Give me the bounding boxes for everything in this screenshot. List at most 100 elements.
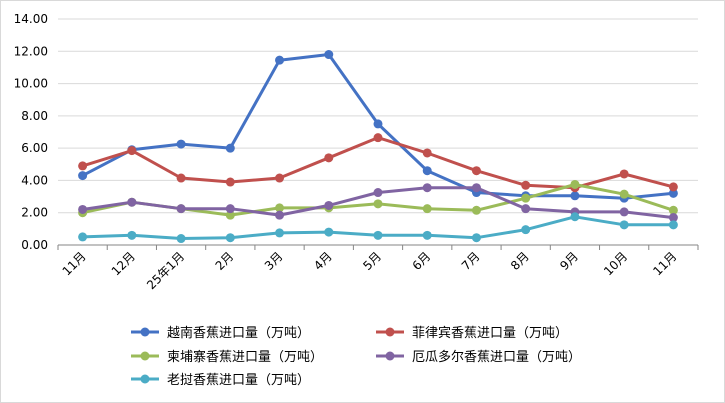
data-point — [225, 210, 235, 220]
legend-item: 柬埔寨香蕉进口量（万吨） — [131, 349, 323, 365]
data-point — [78, 161, 88, 171]
data-point — [570, 212, 580, 222]
legend-label: 菲律宾香蕉进口量（万吨） — [412, 325, 568, 341]
data-point — [570, 191, 580, 201]
data-point — [176, 234, 186, 244]
data-point — [570, 179, 580, 189]
legend-swatch-marker — [140, 351, 150, 361]
legend-swatch-marker — [385, 327, 395, 337]
x-tick-label: 6月 — [410, 249, 434, 273]
data-point — [668, 182, 678, 192]
data-point — [668, 213, 678, 223]
data-point — [275, 228, 285, 238]
legend-label: 越南香蕉进口量（万吨） — [167, 325, 310, 341]
data-point — [422, 230, 432, 240]
data-point — [422, 166, 432, 176]
data-point — [619, 207, 629, 217]
data-point — [176, 204, 186, 214]
series-lines — [78, 50, 678, 244]
data-point — [422, 148, 432, 158]
data-point — [422, 204, 432, 214]
series-4 — [78, 183, 678, 223]
legend-item: 老挝香蕉进口量（万吨） — [131, 373, 310, 388]
y-axis: 0.00 2.00 4.00 6.00 8.00 10.00 12.00 14.00 — [14, 12, 48, 252]
y-tick-label: 0.00 — [21, 238, 48, 252]
x-tick-label: 5月 — [360, 249, 384, 273]
data-point — [225, 143, 235, 153]
x-tick-label: 25年1月 — [144, 249, 187, 292]
data-point — [275, 203, 285, 213]
data-point — [373, 188, 383, 198]
series-3 — [78, 179, 678, 220]
data-point — [521, 225, 531, 235]
y-tick-label: 12.00 — [14, 44, 48, 58]
data-point — [619, 169, 629, 179]
data-point — [225, 233, 235, 243]
data-point — [422, 183, 432, 193]
data-point — [324, 227, 334, 237]
x-tick-label: 11月 — [650, 249, 679, 278]
legend-swatch-marker — [385, 351, 395, 361]
legend-swatch-marker — [140, 374, 150, 384]
x-tick-label: 8月 — [508, 249, 532, 273]
series-1 — [78, 50, 678, 203]
y-tick-label: 10.00 — [14, 77, 48, 91]
data-point — [78, 204, 88, 214]
series-5 — [78, 212, 678, 244]
data-point — [471, 233, 481, 243]
data-point — [619, 220, 629, 230]
x-tick-label: 2月 — [213, 249, 237, 273]
data-point — [324, 50, 334, 60]
x-axis: 11月 12月 25年1月 2月 3月 4月 5月 6月 7月 8月 9月 10月 11月 — [57, 245, 699, 292]
legend-label: 厄瓜多尔香蕉进口量（万吨） — [412, 349, 581, 365]
y-tick-label: 14.00 — [14, 12, 48, 26]
y-tick-label: 2.00 — [21, 206, 48, 220]
data-point — [373, 199, 383, 209]
legend-label: 柬埔寨香蕉进口量（万吨） — [167, 349, 323, 365]
data-point — [225, 177, 235, 187]
data-point — [668, 220, 678, 230]
data-point — [471, 183, 481, 193]
y-tick-label: 4.00 — [21, 173, 48, 187]
x-tick-label: 7月 — [459, 249, 483, 273]
x-tick-label: 11月 — [60, 249, 89, 278]
data-point — [176, 173, 186, 183]
series-2 — [78, 133, 678, 193]
data-point — [324, 200, 334, 210]
data-point — [275, 210, 285, 220]
x-tick-label: 9月 — [557, 249, 581, 273]
data-point — [471, 166, 481, 176]
x-tick-label: 3月 — [262, 249, 286, 273]
x-tick-label: 4月 — [311, 249, 335, 273]
legend-item: 越南香蕉进口量（万吨） — [131, 325, 310, 341]
data-point — [668, 205, 678, 215]
x-tick-label: 12月 — [109, 249, 138, 278]
legend-item: 厄瓜多尔香蕉进口量（万吨） — [376, 349, 581, 365]
data-point — [521, 204, 531, 214]
data-point — [78, 171, 88, 181]
data-point — [127, 197, 137, 207]
data-point — [373, 119, 383, 129]
data-point — [275, 173, 285, 183]
y-tick-label: 6.00 — [21, 141, 48, 155]
legend-label: 老挝香蕉进口量（万吨） — [167, 373, 310, 388]
data-point — [225, 204, 235, 214]
gridlines — [58, 18, 698, 246]
y-tick-label: 8.00 — [21, 109, 48, 123]
data-point — [127, 146, 137, 156]
data-point — [373, 230, 383, 240]
legend: 越南香蕉进口量（万吨） 菲律宾香蕉进口量（万吨） 柬埔寨香蕉进口量（万吨） 厄瓜多尔香… — [131, 325, 581, 388]
data-point — [324, 153, 334, 163]
legend-swatch-marker — [140, 327, 150, 337]
data-point — [521, 193, 531, 203]
data-point — [78, 232, 88, 242]
data-point — [127, 230, 137, 240]
data-point — [373, 133, 383, 143]
x-tick-label: 10月 — [601, 249, 630, 278]
data-point — [275, 55, 285, 65]
data-point — [619, 189, 629, 199]
data-point — [471, 205, 481, 215]
legend-item: 菲律宾香蕉进口量（万吨） — [376, 325, 568, 341]
data-point — [521, 180, 531, 190]
